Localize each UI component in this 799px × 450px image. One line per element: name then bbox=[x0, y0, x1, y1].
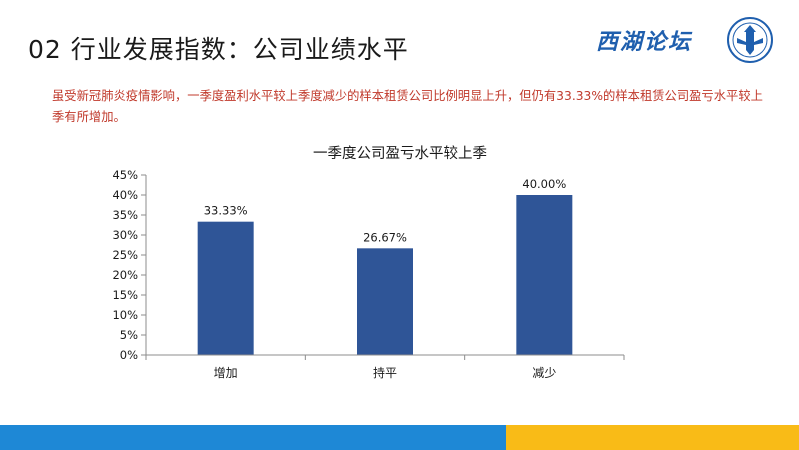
y-tick-label: 10% bbox=[112, 308, 138, 322]
y-tick-label: 35% bbox=[112, 208, 138, 222]
data-label: 33.33% bbox=[204, 204, 248, 218]
bar bbox=[357, 248, 413, 355]
y-tick-label: 40% bbox=[112, 188, 138, 202]
footer-blue-band bbox=[0, 425, 506, 450]
x-tick-label: 持平 bbox=[373, 365, 397, 380]
footer-yellow-band bbox=[506, 425, 799, 450]
bars: 33.33% 26.67% 40.00% bbox=[197, 177, 573, 355]
bar bbox=[197, 221, 254, 355]
x-tick-label: 增加 bbox=[214, 366, 238, 380]
y-tick-label: 0% bbox=[120, 348, 138, 362]
y-tick-label: 20% bbox=[112, 268, 138, 282]
slide-title: 02 行业发展指数：公司业绩水平 bbox=[28, 35, 409, 64]
data-label: 26.67% bbox=[363, 230, 407, 244]
y-tick-label: 5% bbox=[120, 328, 138, 342]
x-axis: 增加 持平 减少 bbox=[145, 354, 625, 380]
bar-chart: 一季度公司盈亏水平较上季 0% 5% 10% 15% 20% 25% 30% 35% 40% 45… bbox=[112, 144, 625, 380]
y-tick-label: 25% bbox=[112, 248, 138, 262]
y-tick-label: 30% bbox=[112, 228, 138, 242]
x-tick-label: 减少 bbox=[532, 366, 556, 380]
summary-text: 虽受新冠肺炎疫情影响，一季度盈利水平较上季度减少的样本租赁公司比例明显上升，但仍… bbox=[52, 89, 763, 124]
brand-text: 西湖论坛 bbox=[596, 29, 693, 55]
y-tick-label: 15% bbox=[112, 288, 138, 302]
shield-logo-icon bbox=[727, 17, 773, 63]
bar bbox=[516, 195, 573, 355]
data-label: 40.00% bbox=[522, 177, 566, 191]
chart-title: 一季度公司盈亏水平较上季 bbox=[313, 144, 487, 162]
y-tick-label: 45% bbox=[112, 168, 138, 182]
y-axis: 0% 5% 10% 15% 20% 25% 30% 35% 40% 45% bbox=[112, 168, 147, 362]
